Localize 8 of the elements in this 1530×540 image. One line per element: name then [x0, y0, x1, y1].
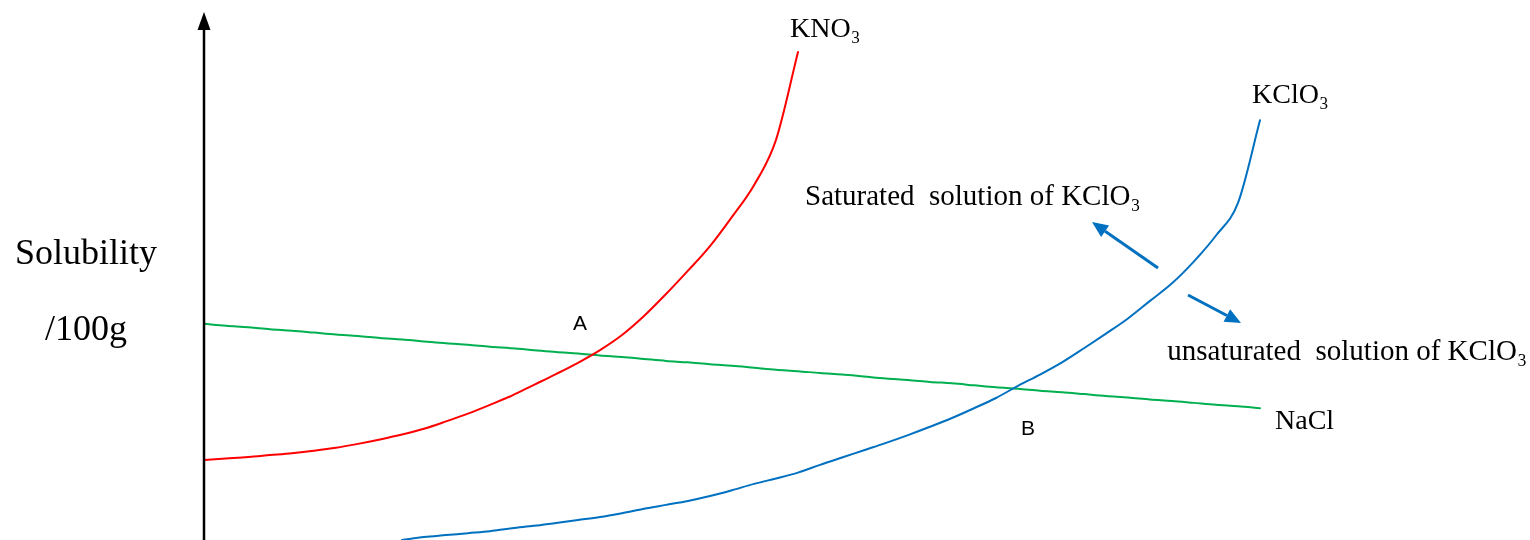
annotation: B: [1021, 416, 1036, 439]
annotation: A: [573, 311, 588, 334]
series-label: KClO₃: [1252, 78, 1329, 110]
annotation: unsaturated solution of KClO₃: [1167, 334, 1527, 366]
series-label: NaCl: [1275, 404, 1335, 436]
y-axis-title: Solubility /100g: [14, 231, 158, 350]
annotation: Saturated solution of KClO₃: [805, 179, 1141, 211]
series-label: KNO₃: [790, 12, 861, 43]
